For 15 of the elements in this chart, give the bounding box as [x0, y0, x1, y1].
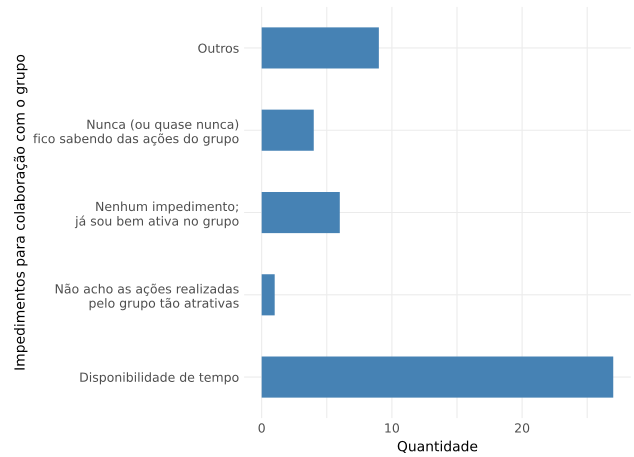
bar — [262, 356, 614, 398]
bar — [262, 27, 379, 69]
bar — [262, 274, 275, 316]
y-tick-label: Outros — [198, 43, 239, 53]
x-tick-label: 20 — [515, 423, 530, 433]
x-tick-label: 10 — [385, 423, 400, 433]
x-axis-title: Quantidade — [398, 440, 478, 454]
y-tick-label: Nunca (ou quase nunca) fico sabendo das ações do grupo — [33, 119, 239, 146]
y-axis-title: Impedimentos para colaboração com o grupo — [14, 54, 28, 370]
x-tick-label: 0 — [258, 423, 265, 433]
bar — [262, 192, 340, 234]
y-tick-label: Nenhum impedimento; já sou bem ativa no grupo — [74, 201, 239, 228]
y-tick-label: Não acho as ações realizadas pelo grupo tão atrativas — [56, 284, 239, 310]
bar — [262, 110, 314, 151]
y-tick-label: Disponibilidade de tempo — [80, 372, 239, 384]
